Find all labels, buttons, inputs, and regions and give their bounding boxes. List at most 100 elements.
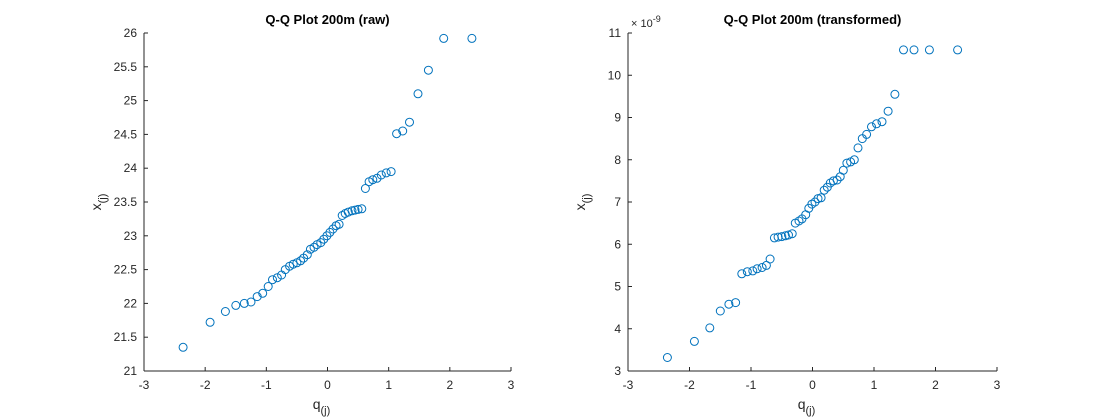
- data-point: [309, 242, 319, 252]
- exponent-power: -9: [653, 14, 661, 24]
- data-point: [883, 106, 893, 116]
- chart-title: Q-Q Plot 200m (transformed): [724, 12, 902, 27]
- x-axis-label: q(j): [798, 396, 816, 417]
- data-point: [350, 205, 360, 215]
- qq-panel-1: -3 -2 -1 0 1 2 32121.52222.52323.52424.52525.5…: [88, 12, 515, 417]
- data-point: [828, 176, 838, 186]
- x-tick-label: 1: [385, 378, 392, 392]
- y-axis-label: x(j): [88, 194, 109, 211]
- data-point: [439, 33, 449, 43]
- data-point: [953, 45, 963, 55]
- y-tick-label: 4: [614, 322, 621, 336]
- data-point: [810, 197, 820, 207]
- data-point: [405, 117, 414, 127]
- y-tick-label: 22: [124, 296, 138, 310]
- y-tick-label: 6: [614, 237, 621, 251]
- data-point: [807, 199, 817, 209]
- y-tick-label: 3: [614, 364, 621, 378]
- qq-panel-2: -3 -2 -1 0 1 2 3 3 4 5 6 7 8 9 10 11 × 10-9 Q-Q Plot 200m…: [572, 12, 1001, 417]
- x-tick-label: 2: [446, 378, 453, 392]
- data-point: [689, 336, 699, 346]
- data-point: [334, 219, 344, 229]
- data-point: [773, 232, 783, 242]
- data-point: [288, 259, 298, 269]
- data-point: [376, 170, 386, 180]
- data-point: [849, 155, 859, 165]
- x-tick-label: 2: [932, 378, 939, 392]
- data-point: [777, 232, 787, 242]
- y-tick-label: 24.5: [114, 127, 138, 141]
- data-point: [263, 282, 273, 291]
- y-tick-label: 24: [124, 161, 138, 175]
- y-tick-label: 25: [124, 94, 138, 108]
- data-point: [838, 165, 848, 175]
- x-tick-label: -3: [623, 378, 634, 392]
- x-tick-label: 0: [324, 378, 331, 392]
- data-point: [268, 275, 277, 285]
- data-point: [662, 353, 672, 362]
- chart-title: Q-Q Plot 200m (raw): [265, 12, 389, 27]
- data-point: [386, 167, 396, 177]
- x-axis-label: q(j): [313, 396, 331, 417]
- data-point: [205, 317, 215, 327]
- data-point: [353, 204, 363, 214]
- data-point: [357, 204, 367, 214]
- data-point: [819, 185, 829, 195]
- data-point: [296, 256, 306, 266]
- y-tick-label: 7: [614, 195, 621, 209]
- data-point: [360, 184, 370, 193]
- exponent-base: × 10: [631, 18, 653, 30]
- data-point: [322, 231, 332, 241]
- data-point: [325, 227, 335, 237]
- data-point: [867, 122, 876, 132]
- x-tick-label: 0: [809, 378, 816, 392]
- data-point: [899, 45, 908, 55]
- y-tick-label: 23.5: [114, 195, 138, 209]
- data-point: [853, 143, 863, 153]
- y-tick-label: 9: [614, 111, 621, 125]
- data-point: [787, 229, 797, 239]
- x-tick-label: -3: [139, 378, 150, 392]
- y-tick-label: 21.5: [114, 330, 138, 344]
- data-point: [765, 254, 775, 264]
- data-point: [368, 175, 378, 185]
- data-point: [784, 230, 793, 240]
- data-point: [258, 288, 268, 298]
- data-point: [413, 89, 423, 99]
- data-point: [877, 117, 887, 127]
- data-point: [381, 168, 391, 178]
- y-axis-label: x(j): [572, 194, 593, 211]
- data-point: [752, 264, 762, 274]
- data-point: [924, 45, 934, 55]
- y-tick-label: 23: [124, 229, 138, 243]
- data-point: [246, 297, 256, 307]
- y-exponent-label: × 10-9: [631, 14, 661, 30]
- data-point: [742, 267, 752, 277]
- data-point: [302, 250, 312, 260]
- data-point: [392, 129, 402, 139]
- x-tick-label: -2: [200, 378, 211, 392]
- data-point: [328, 224, 338, 234]
- data-point: [909, 45, 919, 55]
- data-point: [757, 263, 767, 272]
- data-point: [816, 193, 826, 203]
- y-tick-label: 26: [124, 26, 138, 40]
- y-tick-label: 11: [609, 26, 622, 40]
- data-point: [724, 299, 734, 309]
- data-point: [423, 65, 433, 75]
- data-point: [467, 33, 477, 43]
- data-point: [862, 129, 872, 139]
- data-point: [178, 342, 188, 352]
- data-point: [832, 175, 842, 185]
- data-point: [319, 234, 329, 244]
- data-point: [748, 266, 758, 276]
- x-tick-label: -1: [746, 378, 757, 392]
- y-tick-label: 5: [614, 280, 621, 294]
- y-tick-label: 21: [124, 364, 138, 378]
- data-point: [239, 298, 249, 308]
- x-tick-label: 3: [508, 378, 515, 392]
- data-point: [316, 238, 326, 248]
- y-tick-label: 22.5: [114, 263, 138, 277]
